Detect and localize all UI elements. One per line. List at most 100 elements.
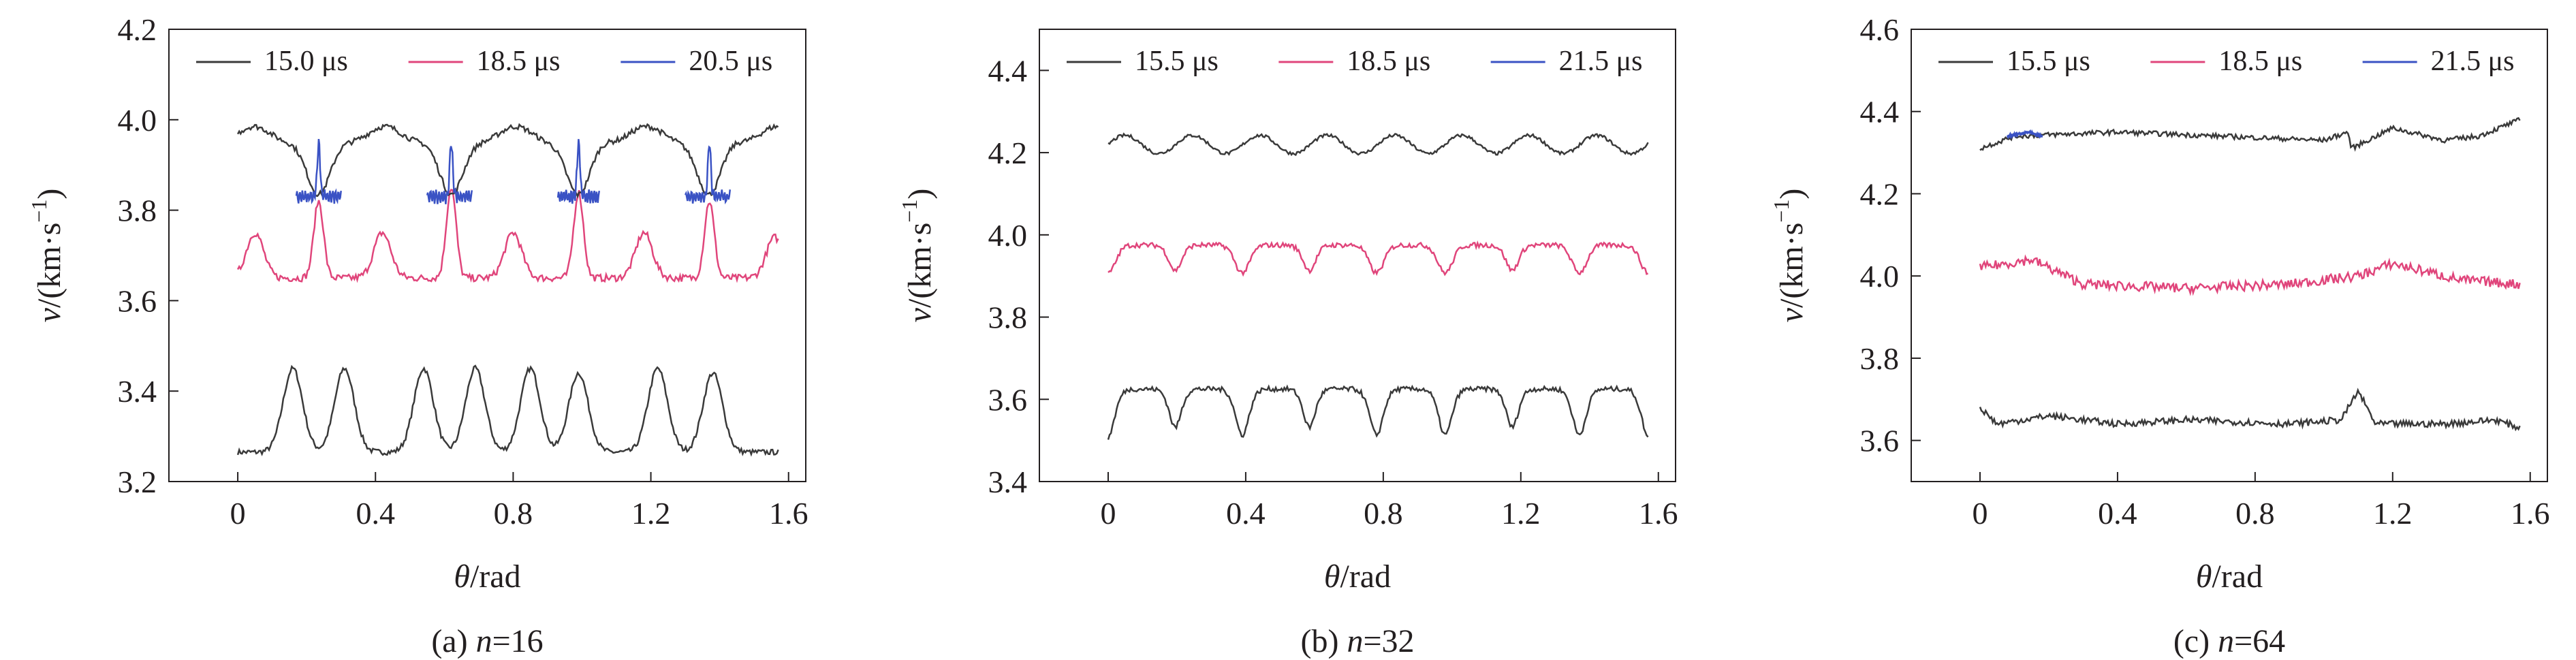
series-line-15.5μs [1107,384,1649,440]
x-tick-label: 0 [230,496,246,531]
x-tick-label: 1.6 [2511,496,2550,531]
caption-var: n [2218,623,2234,659]
series-line-18.5μs [1108,240,1649,277]
legend-label: 15.0 μs [264,46,348,77]
legend-label: 18.5 μs [477,46,561,77]
x-tick-label: 0.4 [1226,496,1266,531]
series-line-15.5μs [1979,116,2521,152]
y-tick-label: 3.8 [1860,341,1900,376]
y-axis-label: v/(km·s−1) [1769,189,1810,323]
legend-label: 15.5 μs [1135,46,1219,77]
panel-caption: (b) n=32 [1300,623,1414,659]
x-tick-label: 1.6 [769,496,808,531]
y-tick-label: 4.0 [118,103,157,138]
x-tick-label: 0 [1972,496,1988,531]
x-tick-label: 1.2 [631,496,671,531]
x-tick-label: 1.2 [2373,496,2413,531]
legend-label: 18.5 μs [2218,46,2302,77]
y-tick-label: 3.8 [988,300,1028,335]
caption-suffix: =64 [2234,623,2285,659]
x-axis-label-var: θ [454,559,470,595]
panel-a: 0 0.4 0.8 1.2 1.6 3.2 3.4 3.6 3.8 4.0 4.2 θ/rad v/(k… [27,12,808,659]
y-tick-label: 3.2 [118,465,157,499]
caption-suffix: =16 [492,623,544,659]
y-tick-label: 3.4 [988,465,1028,499]
x-axis-label: θ/rad [1324,559,1391,595]
series-line-21.5μs [2007,129,2043,140]
x-tick-label: 0.8 [1364,496,1403,531]
x-axis-label-var: θ [1324,559,1340,595]
series-line-20.5μs [684,145,732,205]
y-tick-label: 3.6 [1860,424,1900,458]
series-line-15.5μs [1108,132,1649,157]
x-tick-label: 0 [1100,496,1116,531]
x-tick-label: 1.6 [1639,496,1678,531]
y-axis-label-unit: /(km·s [1774,223,1810,308]
y-axis-label-var: v [1774,307,1810,322]
x-axis-label-var: θ [2196,559,2212,595]
y-tick-label: 4.4 [988,53,1028,88]
y-axis-label-var: v [31,307,67,322]
legend-label: 20.5 μs [689,46,772,77]
caption-prefix: (a) [431,623,475,659]
x-axis-label: θ/rad [2196,559,2263,595]
caption-suffix: =32 [1363,623,1414,659]
series-line-18.5μs [1979,254,2521,296]
y-axis-label-var: v [902,307,938,322]
series-line-15.0μs [236,123,779,199]
caption-prefix: (b) [1300,623,1347,659]
y-tick-label: 3.4 [118,374,157,409]
series-line-15.0μs [236,364,779,457]
series-group [1107,132,1649,440]
plot-frame [1911,29,2548,482]
y-tick-label: 4.2 [988,136,1028,170]
y-tick-label: 3.8 [118,193,157,228]
panel-caption: (c) n=64 [2173,623,2285,659]
plot-frame [1039,29,1676,482]
y-axis-label: v/(km·s−1) [897,189,938,323]
y-axis-label-unit: /(km·s [902,223,938,308]
y-axis-label-close: ) [902,189,938,200]
caption-var: n [476,623,492,659]
y-tick-label: 4.6 [1860,12,1900,47]
panel-caption: (a) n=16 [431,623,543,659]
series-line-20.5μs [295,138,342,204]
series-line-18.5μs [236,189,779,283]
y-tick-label: 4.0 [988,218,1028,253]
panel-c: 0 0.4 0.8 1.2 1.6 3.6 3.8 4.0 4.2 4.4 4.6 θ/rad v/(k… [1769,12,2550,659]
y-tick-label: 3.6 [988,382,1028,417]
y-tick-label: 3.6 [118,283,157,318]
legend-label: 21.5 μs [2431,46,2515,77]
legend-label: 15.5 μs [2007,46,2090,77]
y-axis-label-exp: −1 [897,200,922,223]
y-axis-label-unit: /(km·s [31,223,67,308]
x-axis-label-unit: /rad [1340,559,1391,595]
y-axis-label: v/(km·s−1) [27,189,67,323]
series-line-15.5μs [1979,388,2521,432]
y-axis-label-exp: −1 [27,200,51,223]
y-tick-label: 4.4 [1860,95,1900,129]
caption-var: n [1347,623,1363,659]
y-axis-label-exp: −1 [1769,200,1793,223]
x-tick-label: 0.8 [494,496,533,531]
y-axis-label-close: ) [31,189,67,200]
y-tick-label: 4.0 [1860,259,1900,294]
series-line-20.5μs [426,146,473,204]
series-line-20.5μs [556,139,601,204]
x-tick-label: 0.4 [2098,496,2137,531]
x-axis-label-unit: /rad [2212,559,2263,595]
legend-label: 18.5 μs [1347,46,1430,77]
caption-prefix: (c) [2173,623,2218,659]
series-group [236,123,779,457]
x-axis-label: θ/rad [454,559,520,595]
y-tick-label: 4.2 [1860,176,1900,211]
x-tick-label: 0.4 [356,496,395,531]
panel-b: 0 0.4 0.8 1.2 1.6 3.4 3.6 3.8 4.0 4.2 4.4 θ/rad v/(k… [897,29,1678,659]
y-axis-label-close: ) [1774,189,1810,200]
legend-label: 21.5 μs [1559,46,1643,77]
y-tick-label: 4.2 [118,12,157,47]
plot-frame [168,29,806,482]
series-group [1979,116,2521,432]
x-tick-label: 1.2 [1501,496,1541,531]
